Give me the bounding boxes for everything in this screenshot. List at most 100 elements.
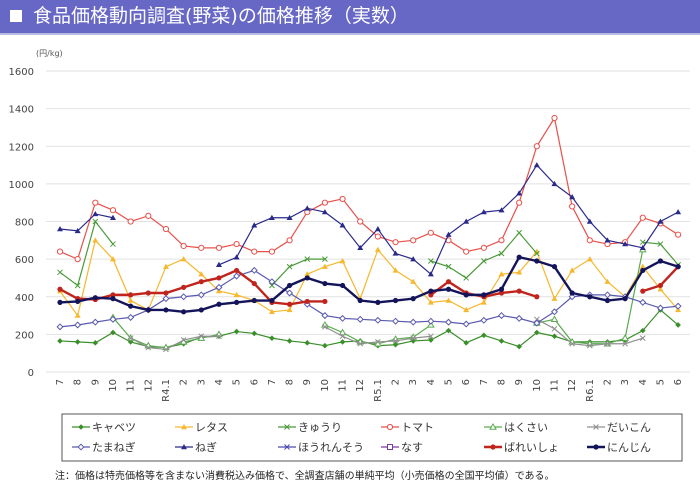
data-point bbox=[586, 256, 593, 262]
data-point bbox=[321, 312, 329, 320]
data-point bbox=[445, 286, 452, 292]
legend-marker bbox=[284, 444, 290, 450]
legend-item: きゅうり bbox=[278, 421, 342, 434]
x-tick-label: 3 bbox=[620, 379, 631, 385]
data-point bbox=[127, 339, 134, 345]
footnote: 注：価格は特売価格等を含まない消費税込み価格で、全調査店舗の単純平均（小売価格の… bbox=[55, 471, 555, 482]
data-point bbox=[109, 315, 117, 323]
data-point bbox=[339, 195, 346, 203]
data-point bbox=[128, 292, 134, 298]
data-point bbox=[339, 258, 346, 264]
data-point bbox=[216, 275, 222, 281]
legend-marker bbox=[593, 424, 599, 430]
data-point bbox=[304, 340, 311, 346]
data-point bbox=[286, 306, 293, 313]
series-3 bbox=[56, 114, 682, 263]
x-tick-label: 9 bbox=[302, 379, 313, 385]
data-point bbox=[233, 240, 240, 248]
data-point bbox=[533, 143, 540, 150]
data-point bbox=[657, 218, 664, 224]
data-point bbox=[534, 329, 540, 336]
data-point bbox=[480, 258, 487, 264]
x-tick-label: 7 bbox=[479, 379, 490, 385]
data-point bbox=[322, 280, 328, 287]
data-point bbox=[304, 256, 311, 262]
data-point bbox=[410, 237, 417, 244]
data-point bbox=[145, 290, 151, 296]
y-tick-label: 600 bbox=[15, 255, 34, 266]
data-point bbox=[533, 316, 540, 323]
legend-box bbox=[61, 413, 683, 462]
y-axis-unit-label: (円/kg) bbox=[36, 49, 63, 58]
data-point bbox=[91, 318, 99, 326]
data-point bbox=[463, 292, 469, 298]
data-point bbox=[110, 329, 116, 336]
data-point bbox=[675, 264, 681, 270]
data-point bbox=[251, 248, 258, 255]
data-point bbox=[109, 256, 116, 262]
data-point bbox=[145, 307, 151, 313]
data-point bbox=[463, 306, 470, 313]
data-point bbox=[374, 226, 381, 232]
data-point bbox=[639, 239, 646, 246]
data-point bbox=[410, 278, 417, 284]
x-tick-label: 2 bbox=[391, 379, 402, 385]
x-tick-label: 5 bbox=[655, 379, 666, 385]
data-point bbox=[603, 291, 611, 299]
data-point bbox=[550, 315, 559, 323]
data-point bbox=[233, 272, 241, 280]
data-point bbox=[109, 207, 117, 214]
x-tick-label: 12 bbox=[567, 379, 578, 392]
data-point bbox=[481, 292, 487, 298]
series-5 bbox=[127, 316, 646, 353]
legend-item: ねぎ bbox=[175, 440, 217, 454]
data-point bbox=[569, 290, 575, 296]
data-point bbox=[410, 335, 417, 341]
legend-item: ばれいしょ bbox=[484, 441, 559, 454]
data-point bbox=[497, 312, 506, 320]
data-point bbox=[445, 279, 452, 285]
legend-label: トマト bbox=[401, 421, 434, 434]
data-point bbox=[234, 299, 240, 305]
x-tick-label: 4 bbox=[426, 379, 437, 385]
data-point bbox=[428, 333, 434, 340]
data-point bbox=[569, 194, 576, 200]
data-point bbox=[127, 218, 134, 225]
data-point bbox=[392, 267, 399, 273]
data-point bbox=[639, 327, 646, 334]
data-point bbox=[233, 291, 240, 298]
data-point bbox=[304, 298, 310, 305]
data-point bbox=[480, 209, 487, 215]
data-point bbox=[445, 263, 452, 270]
data-point bbox=[145, 212, 152, 219]
legend-marker bbox=[181, 444, 187, 450]
data-point bbox=[234, 267, 240, 274]
data-point bbox=[197, 291, 205, 299]
data-point bbox=[109, 214, 116, 220]
series-line bbox=[130, 335, 219, 351]
series-line bbox=[59, 239, 679, 317]
data-point bbox=[498, 207, 505, 213]
data-point bbox=[445, 297, 452, 303]
data-point bbox=[481, 332, 487, 339]
x-tick-label: 2 bbox=[602, 379, 613, 385]
x-tick-label: 3 bbox=[196, 379, 207, 385]
data-point bbox=[74, 321, 82, 329]
data-point bbox=[428, 337, 434, 343]
data-point bbox=[357, 218, 364, 225]
data-point bbox=[498, 237, 505, 244]
data-point bbox=[621, 334, 629, 341]
series-6 bbox=[56, 266, 682, 331]
square-bullet-icon bbox=[10, 10, 22, 22]
y-tick-label: 1200 bbox=[9, 142, 34, 153]
data-point bbox=[675, 209, 682, 215]
data-point bbox=[622, 340, 628, 347]
data-point bbox=[604, 297, 611, 304]
legend-item: レタス bbox=[175, 421, 228, 434]
data-point bbox=[162, 225, 170, 233]
data-point bbox=[56, 323, 64, 331]
y-tick-label: 1400 bbox=[9, 105, 34, 116]
x-tick-label: 3 bbox=[408, 379, 419, 385]
data-point bbox=[463, 248, 470, 255]
